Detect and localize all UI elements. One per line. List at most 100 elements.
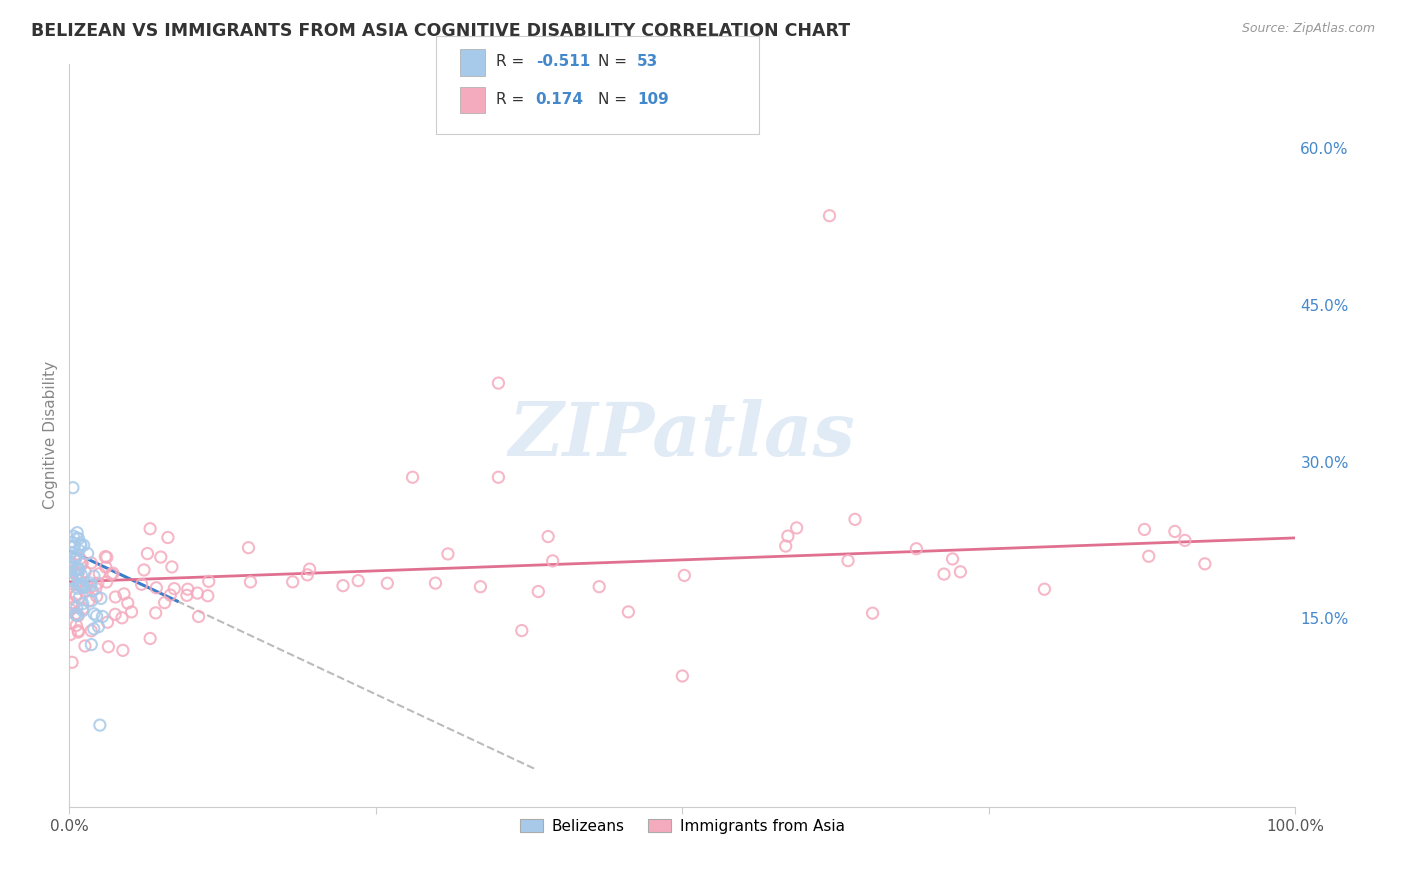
Point [72, 601, 94, 615]
Point [1164, 524, 1187, 539]
Point [67, 624, 90, 638]
Point [66, 577, 89, 591]
Point [66, 608, 89, 623]
Point [66, 563, 89, 577]
Point [60, 556, 83, 570]
Point [66, 531, 89, 545]
Point [96, 550, 118, 565]
Text: N =: N = [598, 54, 631, 69]
Point [844, 512, 866, 526]
Point [486, 470, 509, 484]
Point [75, 580, 97, 594]
Point [59, 574, 82, 588]
Point [905, 541, 928, 556]
Point [297, 567, 319, 582]
Point [62, 600, 84, 615]
Point [69, 537, 91, 551]
Point [1194, 557, 1216, 571]
Point [60, 535, 83, 549]
Point [132, 563, 155, 577]
Point [541, 554, 564, 568]
Point [96, 615, 118, 630]
Point [90, 591, 112, 606]
Point [65, 564, 87, 578]
Point [66, 581, 89, 595]
Point [177, 582, 200, 597]
Point [145, 606, 167, 620]
Point [1033, 582, 1056, 597]
Point [470, 580, 492, 594]
Point [775, 539, 797, 553]
Point [673, 568, 696, 582]
Point [70, 557, 93, 571]
Point [65, 589, 87, 603]
Point [486, 376, 509, 390]
Point [111, 611, 134, 625]
Point [425, 576, 447, 591]
Point [111, 643, 134, 657]
Point [65, 561, 87, 575]
Point [70, 557, 93, 571]
Point [79, 576, 101, 591]
Point [1174, 533, 1197, 548]
Point [72, 580, 94, 594]
Text: 109: 109 [637, 92, 669, 106]
Point [72, 538, 94, 552]
Point [69, 551, 91, 566]
Point [153, 596, 176, 610]
Point [89, 566, 111, 581]
Point [60, 572, 83, 586]
Point [1137, 549, 1160, 564]
Point [401, 470, 423, 484]
Point [84, 582, 107, 596]
Point [59, 561, 82, 575]
Point [73, 584, 96, 599]
Point [65, 552, 87, 566]
Point [238, 541, 260, 555]
Point [121, 605, 143, 619]
Point [104, 607, 127, 622]
Point [83, 622, 105, 636]
Point [91, 609, 114, 624]
Point [62, 574, 84, 588]
Point [86, 608, 108, 623]
Point [67, 566, 90, 581]
Point [65, 607, 87, 621]
Point [159, 588, 181, 602]
Point [83, 569, 105, 583]
Point [60, 545, 83, 559]
Point [96, 575, 118, 590]
Point [80, 578, 103, 592]
Point [63, 539, 86, 553]
Point [149, 550, 172, 565]
Point [72, 597, 94, 611]
Point [80, 556, 103, 570]
Point [87, 576, 110, 591]
Point [66, 600, 89, 615]
Legend: Belizeans, Immigrants from Asia: Belizeans, Immigrants from Asia [513, 813, 851, 840]
Text: BELIZEAN VS IMMIGRANTS FROM ASIA COGNITIVE DISABILITY CORRELATION CHART: BELIZEAN VS IMMIGRANTS FROM ASIA COGNITI… [31, 22, 851, 40]
Point [67, 625, 90, 640]
Point [80, 638, 103, 652]
Point [69, 577, 91, 591]
Point [510, 624, 533, 638]
Point [139, 522, 162, 536]
Point [77, 594, 100, 608]
Point [112, 587, 135, 601]
Point [837, 554, 859, 568]
Point [66, 549, 89, 563]
Point [82, 583, 104, 598]
Point [86, 589, 108, 603]
Point [73, 639, 96, 653]
Point [537, 530, 560, 544]
Point [60, 560, 83, 574]
Point [136, 547, 159, 561]
Point [62, 529, 84, 543]
Point [59, 615, 82, 630]
Point [197, 589, 219, 603]
Point [70, 567, 93, 582]
Point [70, 538, 93, 552]
Point [104, 590, 127, 604]
Point [131, 577, 153, 591]
Point [89, 718, 111, 732]
